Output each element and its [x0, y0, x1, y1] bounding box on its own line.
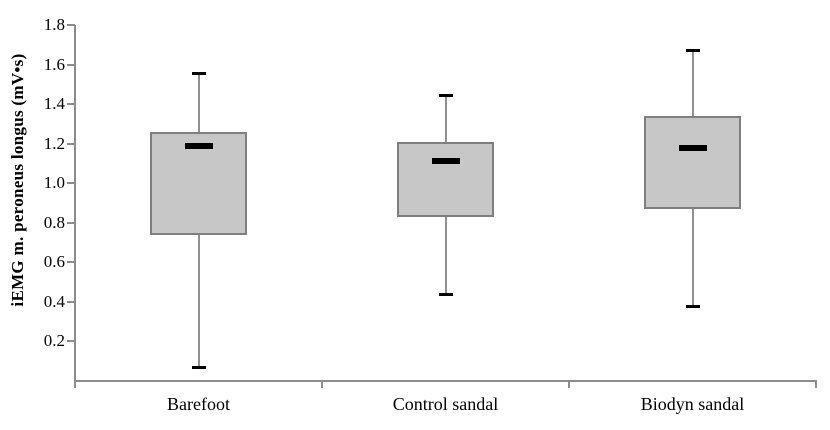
whisker-lower	[197, 234, 200, 368]
x-axis-line	[74, 380, 817, 382]
y-tick-label: 1.0	[43, 173, 65, 193]
y-tick	[67, 103, 75, 106]
box	[644, 115, 741, 209]
box	[150, 131, 247, 235]
whisker-lower	[691, 208, 694, 306]
y-axis-line	[74, 25, 76, 382]
y-tick-label: 1.2	[43, 133, 65, 153]
y-tick	[67, 63, 75, 66]
whisker-cap-lower	[685, 304, 700, 308]
x-tick	[815, 381, 817, 388]
median-marker	[431, 158, 460, 165]
whisker-upper	[444, 96, 447, 142]
median-marker	[678, 144, 707, 151]
y-tick	[67, 221, 75, 224]
whisker-cap-upper	[685, 48, 700, 52]
y-tick	[67, 182, 75, 185]
x-tick	[74, 381, 76, 388]
y-tick	[67, 261, 75, 264]
whisker-cap-lower	[191, 366, 206, 370]
y-tick	[67, 340, 75, 343]
y-tick-label: 1.8	[43, 15, 65, 34]
category-label: Control sandal	[392, 394, 499, 414]
category-label: Biodyn sandal	[640, 394, 745, 414]
y-tick	[67, 24, 75, 26]
whisker-cap-upper	[438, 94, 453, 98]
median-marker	[184, 142, 213, 149]
x-tick	[568, 381, 570, 388]
y-tick-label: 1.4	[43, 94, 65, 114]
whisker-cap-lower	[438, 292, 453, 296]
category-label: Barefoot	[167, 394, 230, 414]
y-tick	[67, 300, 75, 303]
y-tick-label: 0.2	[43, 331, 65, 351]
whisker-upper	[691, 50, 694, 116]
whisker-lower	[444, 216, 447, 294]
whisker-cap-upper	[191, 72, 206, 76]
whisker-upper	[197, 74, 200, 132]
y-tick-label: 0.4	[43, 291, 65, 311]
y-tick-label: 0.6	[43, 252, 65, 272]
box	[397, 141, 494, 217]
y-tick-label: 1.6	[43, 54, 65, 74]
x-tick	[321, 381, 323, 388]
y-tick-label: 0.8	[43, 212, 65, 232]
y-tick	[67, 142, 75, 145]
